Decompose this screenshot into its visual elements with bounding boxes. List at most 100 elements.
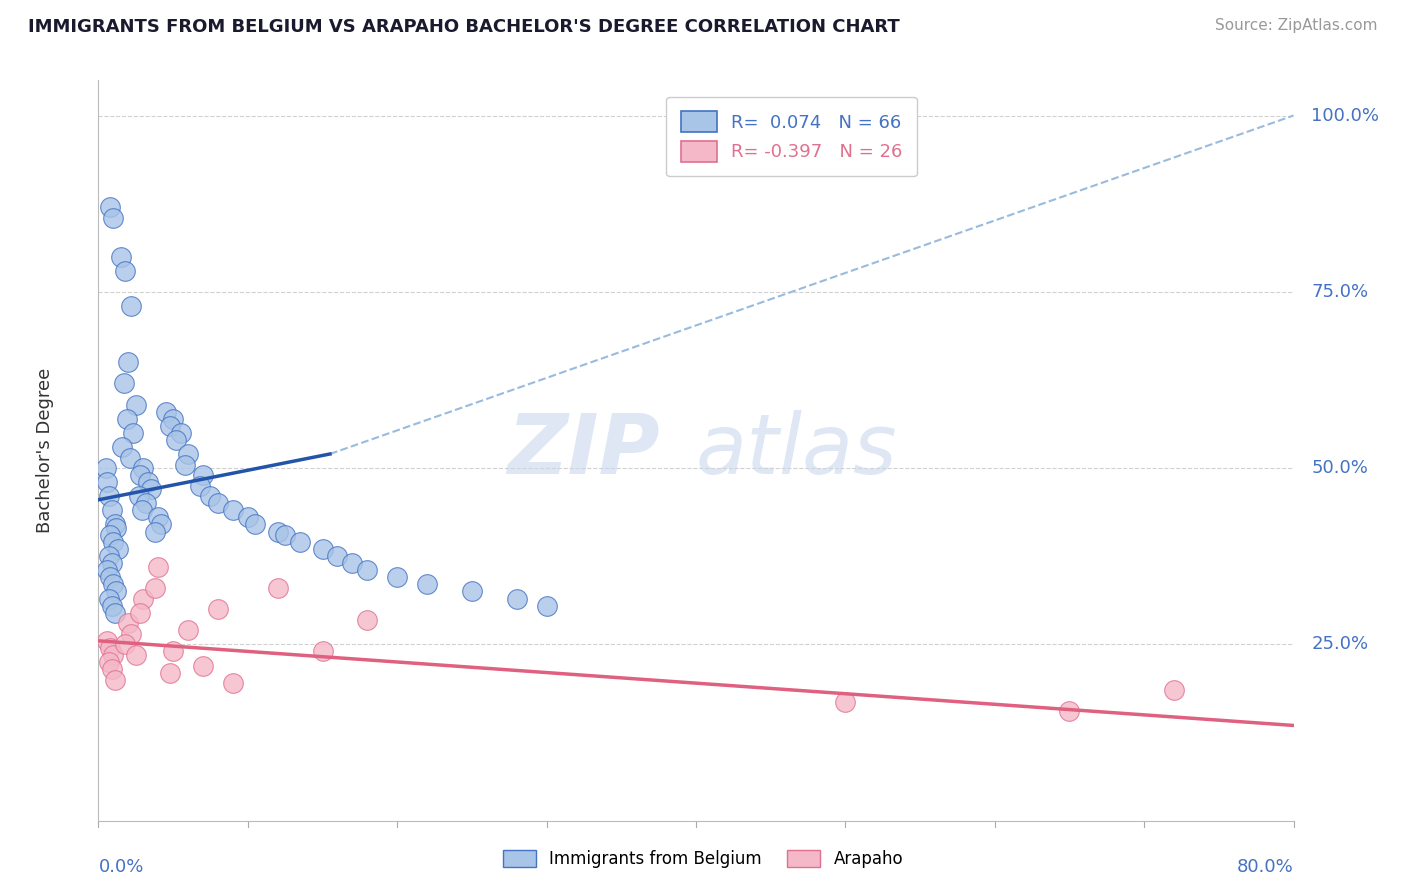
Point: [129, 606, 152, 620]
Point: [191, 468, 214, 483]
Point: [96, 475, 118, 490]
Point: [342, 556, 364, 570]
Point: [125, 398, 148, 412]
Point: [169, 425, 191, 440]
Text: 100.0%: 100.0%: [1312, 106, 1379, 125]
Point: [97, 489, 120, 503]
Point: [98, 528, 122, 542]
Point: [162, 644, 184, 658]
Text: Bachelor's Degree: Bachelor's Degree: [35, 368, 53, 533]
Point: [115, 411, 138, 425]
Point: [94, 461, 117, 475]
Text: IMMIGRANTS FROM BELGIUM VS ARAPAHO BACHELOR'S DEGREE CORRELATION CHART: IMMIGRANTS FROM BELGIUM VS ARAPAHO BACHE…: [28, 18, 900, 36]
Legend: R=  0.074   N = 66, R= -0.397   N = 26: R= 0.074 N = 66, R= -0.397 N = 26: [666, 96, 917, 177]
Point: [356, 613, 378, 627]
Point: [207, 496, 229, 510]
Point: [148, 510, 170, 524]
Point: [98, 200, 122, 214]
Point: [311, 644, 333, 658]
Point: [98, 640, 122, 655]
Point: [245, 517, 267, 532]
Point: [311, 542, 333, 557]
Point: [105, 521, 128, 535]
Point: [101, 556, 124, 570]
Point: [222, 676, 245, 690]
Point: [120, 627, 142, 641]
Point: [96, 633, 118, 648]
Point: [191, 658, 214, 673]
Point: [536, 599, 558, 613]
Point: [132, 461, 155, 475]
Point: [112, 376, 135, 391]
Point: [97, 591, 120, 606]
Point: [416, 577, 439, 591]
Point: [120, 299, 142, 313]
Point: [135, 496, 157, 510]
Point: [1059, 704, 1081, 718]
Point: [326, 549, 349, 564]
Point: [150, 517, 173, 532]
Point: [148, 559, 170, 574]
Point: [111, 440, 134, 454]
Point: [143, 581, 166, 595]
Point: [356, 563, 378, 577]
Point: [267, 524, 290, 539]
Point: [129, 468, 152, 483]
Point: [159, 665, 181, 680]
Point: [114, 637, 136, 651]
Point: [174, 458, 197, 472]
Point: [143, 524, 166, 539]
Text: 25.0%: 25.0%: [1312, 635, 1368, 653]
Point: [136, 475, 159, 490]
Point: [506, 591, 529, 606]
Point: [107, 542, 129, 557]
Legend: Immigrants from Belgium, Arapaho: Immigrants from Belgium, Arapaho: [496, 843, 910, 875]
Text: atlas: atlas: [696, 410, 897, 491]
Point: [834, 695, 856, 709]
Text: 75.0%: 75.0%: [1312, 283, 1368, 301]
Point: [461, 584, 484, 599]
Point: [131, 503, 153, 517]
Text: 80.0%: 80.0%: [1237, 858, 1294, 876]
Point: [274, 528, 297, 542]
Point: [121, 425, 143, 440]
Point: [117, 355, 139, 369]
Point: [159, 418, 181, 433]
Point: [103, 577, 125, 591]
Point: [103, 648, 125, 662]
Point: [97, 549, 120, 564]
Point: [101, 662, 124, 676]
Point: [139, 482, 162, 496]
Point: [103, 535, 125, 549]
Point: [132, 591, 155, 606]
Point: [162, 411, 184, 425]
Point: [104, 517, 127, 532]
Point: [207, 602, 229, 616]
Point: [96, 563, 118, 577]
Point: [236, 510, 259, 524]
Point: [118, 450, 141, 465]
Point: [1163, 683, 1185, 698]
Text: 0.0%: 0.0%: [98, 858, 143, 876]
Point: [104, 673, 127, 687]
Point: [288, 535, 311, 549]
Point: [128, 489, 150, 503]
Point: [117, 616, 139, 631]
Point: [155, 405, 177, 419]
Point: [98, 570, 122, 584]
Point: [222, 503, 245, 517]
Point: [200, 489, 222, 503]
Point: [104, 606, 127, 620]
Text: ZIP: ZIP: [508, 410, 661, 491]
Point: [114, 263, 136, 277]
Point: [110, 250, 132, 264]
Point: [105, 584, 128, 599]
Point: [188, 479, 211, 493]
Text: 50.0%: 50.0%: [1312, 459, 1368, 477]
Point: [103, 211, 125, 225]
Point: [177, 447, 200, 461]
Point: [165, 433, 187, 447]
Point: [101, 599, 124, 613]
Point: [101, 503, 124, 517]
Point: [125, 648, 148, 662]
